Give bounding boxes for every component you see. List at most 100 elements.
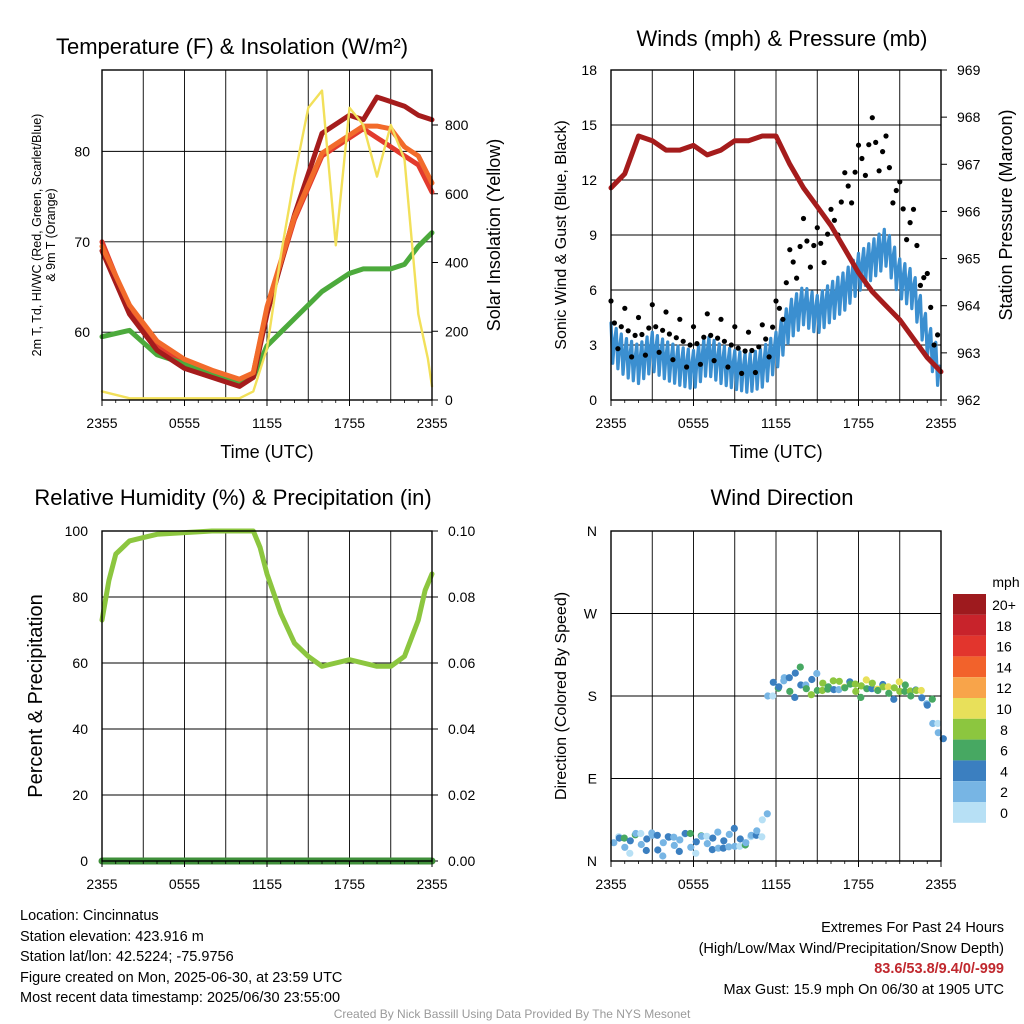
- gust-point: [780, 316, 786, 322]
- x-tick-label: 2355: [86, 415, 117, 431]
- direction-point: [895, 678, 903, 686]
- station-info: Location: Cincinnatus Station elevation:…: [20, 906, 342, 1009]
- gust-point: [787, 247, 793, 253]
- direction-point: [676, 836, 684, 844]
- gust-point: [697, 361, 704, 367]
- x-tick-label: 1155: [761, 415, 791, 431]
- direction-point: [610, 839, 618, 847]
- direction-point: [670, 833, 678, 841]
- gust-point: [690, 324, 697, 330]
- direction-point: [890, 684, 898, 692]
- direction-point: [857, 682, 865, 690]
- gust-point: [622, 305, 628, 311]
- direction-point: [890, 695, 898, 703]
- gust-point: [821, 259, 827, 266]
- y2-tick-label: 0.00: [448, 853, 475, 869]
- gust-point: [935, 332, 941, 338]
- gust-point: [790, 259, 796, 265]
- x-tick-label: 0555: [678, 415, 709, 431]
- legend-label: 4: [1000, 763, 1008, 779]
- y2-tick-label: 962: [957, 392, 981, 408]
- legend-label: 20+: [992, 597, 1016, 613]
- direction-point: [830, 686, 838, 694]
- gust-point: [931, 342, 937, 348]
- gust-point: [756, 344, 762, 350]
- latlon-text: Station lat/lon: 42.5224; -75.9756: [20, 949, 234, 965]
- direction-point: [725, 830, 733, 839]
- direction-point: [703, 840, 711, 848]
- gust-point: [855, 142, 862, 148]
- gust-point: [797, 243, 803, 250]
- gust-point: [914, 242, 920, 249]
- direction-point: [835, 677, 843, 685]
- y2-tick-label: 800: [445, 117, 469, 133]
- gust-point: [708, 332, 714, 338]
- gust-point: [718, 316, 724, 322]
- y2-axis-label: Station Pressure (Maroon): [996, 109, 1016, 320]
- gust-point: [618, 324, 624, 330]
- gust-point: [814, 225, 820, 231]
- panel-humidity-precipitation: 0 0.00 20 0.02 40 0.04 60 0.06 80 0.08 100 0.10 2355…: [25, 485, 475, 892]
- direction-point: [659, 852, 667, 860]
- gust-point: [807, 264, 814, 270]
- gust-point: [770, 324, 776, 330]
- direction-point: [736, 842, 744, 850]
- speed-legend: mph 20+ 18 16 14 12 10 8 6 4 2 0: [953, 574, 1020, 823]
- legend-label: 2: [1000, 784, 1008, 800]
- y-tick-label: 12: [581, 172, 597, 188]
- direction-point: [665, 833, 673, 841]
- direction-point: [637, 829, 645, 838]
- y2-tick-label: 967: [957, 156, 981, 172]
- direction-point: [841, 684, 849, 692]
- direction-point: [851, 680, 859, 688]
- y2-tick-label: 965: [957, 251, 981, 267]
- y2-tick-label: 963: [957, 345, 981, 361]
- gust-point: [660, 327, 666, 333]
- y-tick-label: 3: [589, 337, 597, 353]
- direction-point: [852, 687, 860, 696]
- direction-point: [934, 719, 942, 728]
- y-tick-label: 60: [72, 655, 88, 671]
- direction-point: [929, 719, 937, 728]
- direction-point: [654, 846, 662, 854]
- x-tick-label: 0555: [678, 876, 709, 892]
- legend-swatch: [953, 656, 986, 678]
- legend-label: 16: [996, 639, 1012, 655]
- y2-tick-label: 969: [957, 62, 981, 78]
- y-tick-label: 80: [72, 589, 88, 605]
- gust-point: [715, 335, 721, 341]
- direction-point: [786, 687, 794, 696]
- direction-point: [642, 846, 650, 855]
- gust-point: [866, 142, 872, 148]
- gust-point: [745, 329, 752, 335]
- panel-winds-pressure: 0 3 6 9 12 15 18 962 963 964 965 966 967 968 969 2355 05…: [553, 26, 1016, 462]
- direction-point: [923, 701, 931, 709]
- gust-point: [663, 309, 669, 315]
- gust-point: [759, 322, 765, 328]
- gust-point: [673, 335, 679, 341]
- gust-point: [625, 328, 631, 334]
- gust-point: [849, 200, 855, 206]
- gust-point: [670, 357, 676, 363]
- direction-point: [626, 849, 634, 857]
- recent-data-text: Most recent data timestamp: 2025/06/30 2…: [20, 990, 341, 1006]
- y2-tick-label: 0.10: [448, 523, 475, 539]
- y2-tick-label: 600: [445, 186, 469, 202]
- gust-point: [818, 240, 824, 246]
- chart-title: Wind Direction: [710, 485, 853, 510]
- direction-point: [896, 687, 904, 696]
- x-tick-label: 2355: [925, 415, 956, 431]
- direction-point: [686, 829, 694, 838]
- direction-point: [692, 838, 700, 846]
- y-tick-label: W: [584, 606, 598, 622]
- y-tick-label: 9: [589, 227, 597, 243]
- gust-point: [752, 369, 759, 376]
- direction-point: [714, 844, 722, 852]
- direction-point: [758, 833, 766, 841]
- series-sonic-wind: [609, 227, 941, 394]
- gust-point: [680, 338, 686, 344]
- gust-point: [910, 206, 917, 212]
- direction-point: [835, 686, 843, 694]
- y2-tick-label: 200: [445, 323, 469, 339]
- gust-point: [629, 354, 635, 360]
